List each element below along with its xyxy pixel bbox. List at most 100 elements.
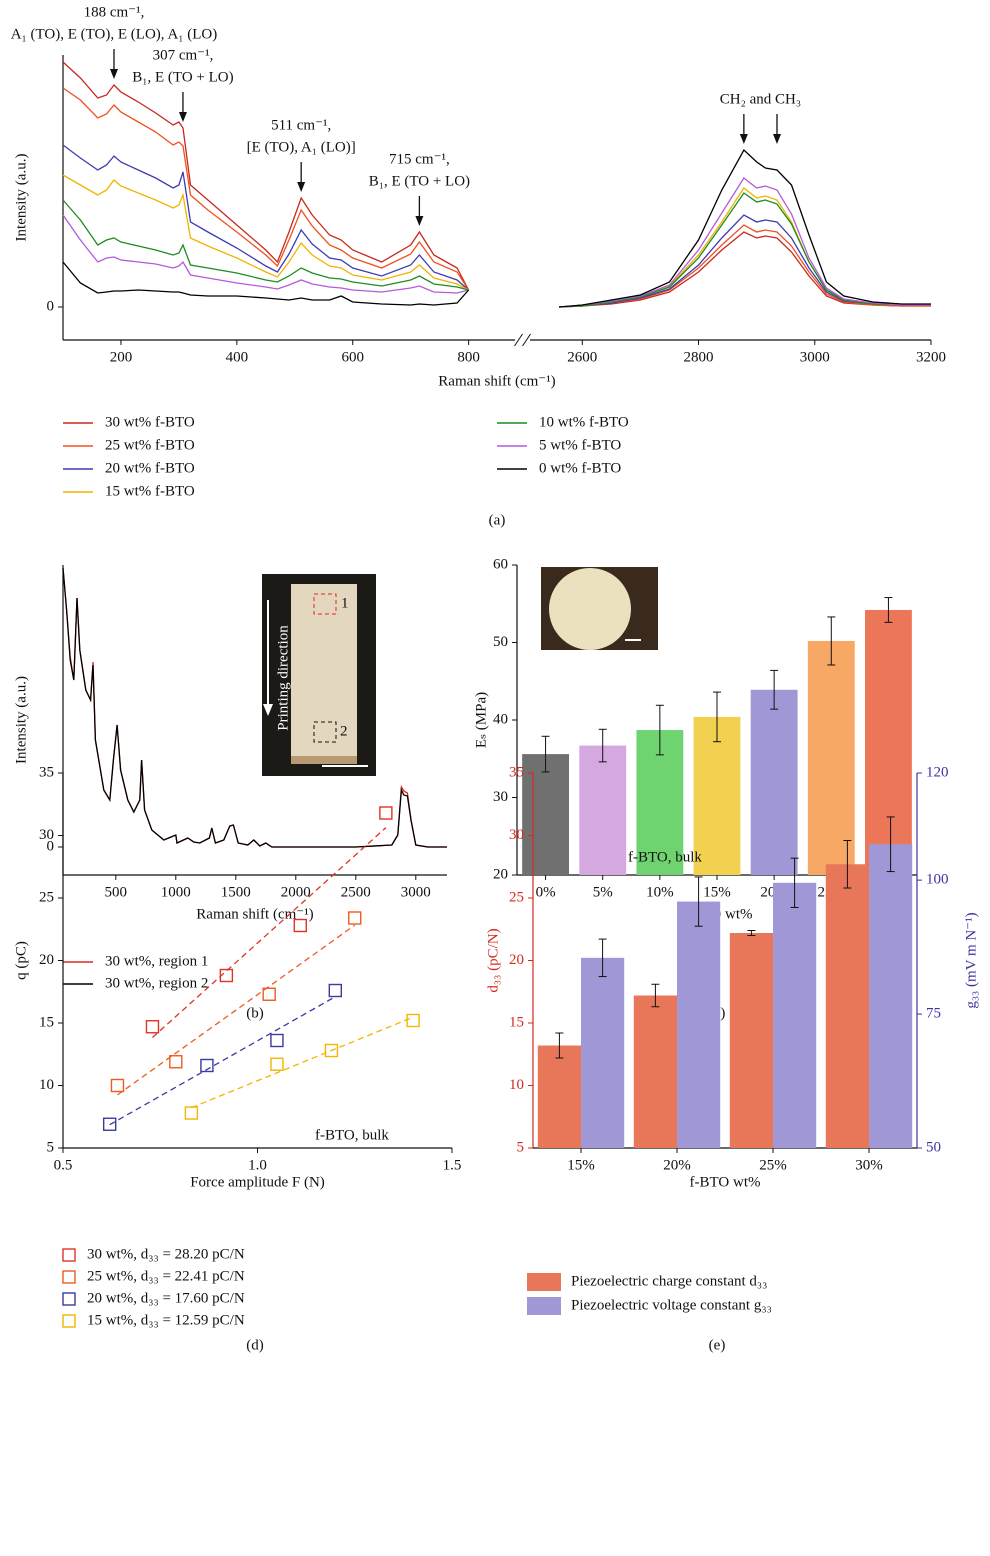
direction-label: Printing direction — [275, 625, 291, 731]
bar — [537, 1045, 581, 1148]
direction-arrowhead — [263, 704, 273, 716]
scatter-point — [102, 1117, 117, 1131]
bar — [693, 716, 741, 875]
y-axis-label: Intensity (a.u.) — [13, 676, 29, 764]
y-tick-label: 50 — [926, 1139, 941, 1155]
annotation-arrowhead — [772, 134, 781, 144]
x-tick-label: 15% — [567, 1157, 595, 1173]
spectrum-line — [62, 87, 931, 308]
legend-label: 5 wt% f-BTO — [539, 437, 621, 453]
annotation-arrowhead — [297, 182, 306, 192]
x-tick-label: 20% — [663, 1157, 691, 1173]
sample — [291, 584, 357, 760]
legend-label: 20 wt% f-BTO — [105, 460, 195, 476]
x-tick-label: 15% — [703, 884, 731, 900]
y-axis-label: d₃₃ (pC/N) — [485, 928, 501, 992]
scatter-point — [110, 1078, 125, 1093]
axis-break — [514, 333, 523, 347]
x-tick-label: 1.5 — [443, 1157, 462, 1173]
y-tick-label: 15 — [39, 1014, 54, 1030]
y-tick-label: 5 — [517, 1139, 525, 1155]
annotation-arrowhead — [739, 134, 748, 144]
x-tick-label: 800 — [457, 349, 480, 365]
annotation-arrowhead — [415, 216, 424, 226]
annotation-text: B₁, E (TO + LO) — [369, 173, 470, 189]
y-tick-label: 100 — [926, 872, 949, 888]
x-tick-label: 3200 — [916, 349, 946, 365]
panel-caption: (a) — [489, 512, 506, 528]
x-tick-label: 30% — [855, 1157, 883, 1173]
bar — [825, 864, 869, 1148]
x-tick-label: 0.5 — [54, 1157, 73, 1173]
legend-swatch — [527, 1297, 561, 1315]
scatter-point — [406, 1013, 420, 1028]
annotation-text: CH₂ and CH₃ — [720, 91, 801, 107]
fit-line — [109, 996, 336, 1126]
y-tick-label: 35 — [39, 764, 54, 780]
bar — [869, 844, 913, 1148]
spectrum-line — [62, 148, 931, 308]
legend-label: 10 wt% f-BTO — [539, 414, 629, 430]
y-tick-label: 20 — [39, 952, 54, 968]
annotation-text: 715 cm⁻¹, — [389, 151, 450, 167]
legend-label: Piezoelectric charge constant d₃₃ — [571, 1273, 767, 1289]
scatter-point — [270, 1033, 284, 1048]
y-tick-label: 25 — [509, 889, 524, 905]
scatter-point — [145, 1020, 160, 1034]
x-tick-label: 2600 — [567, 349, 597, 365]
bar — [750, 689, 798, 875]
spectrum-line — [62, 177, 931, 308]
scatter-point — [348, 911, 362, 925]
legend-swatch — [62, 1292, 76, 1306]
annotation-text: 511 cm⁻¹, — [271, 117, 331, 133]
scatter-point — [184, 1106, 199, 1120]
x-tick-label: 500 — [105, 884, 128, 900]
scatter-point — [169, 1055, 183, 1069]
x-tick-label: 5% — [593, 884, 613, 900]
y-tick-label: 5 — [47, 1139, 55, 1155]
legend-label: 30 wt% f-BTO — [105, 414, 195, 430]
annotation-text: 188 cm⁻¹, — [84, 4, 145, 20]
spectrum-line — [62, 192, 931, 308]
region-box — [313, 593, 337, 615]
legend-label: 20 wt%, d₃₃ = 17.60 pC/N — [87, 1290, 245, 1306]
legend-swatch — [62, 1270, 76, 1284]
y-tick-label: 30 — [39, 827, 54, 843]
x-tick-label: 2800 — [684, 349, 714, 365]
legend-swatch — [527, 1273, 561, 1291]
bar — [581, 957, 625, 1148]
annotation-text: B₁, E (TO + LO) — [132, 69, 233, 85]
legend-swatch — [62, 1314, 76, 1328]
legend-label: 0 wt% f-BTO — [539, 460, 621, 476]
panel-caption: (d) — [246, 1337, 264, 1353]
bar — [522, 754, 569, 875]
fit-line — [152, 827, 387, 1038]
legend-label: 30 wt%, region 2 — [105, 975, 208, 991]
x-axis-label: Raman shift (cm⁻¹) — [196, 906, 313, 922]
scatter-point — [328, 983, 342, 998]
annotation-arrowhead — [109, 69, 118, 79]
y-tick-label: 10 — [39, 1077, 54, 1093]
annotation: f-BTO, bulk — [628, 849, 702, 865]
y-tick-label: 30 — [509, 827, 524, 843]
spectrum-line — [62, 61, 931, 308]
y-tick-label: 75 — [926, 1006, 941, 1022]
y-tick-label: 40 — [493, 711, 508, 727]
inset-photo-b: 1 2 Printing direction — [262, 574, 376, 776]
x-tick-label: 0% — [536, 884, 556, 900]
y-tick-label: 10 — [509, 1077, 524, 1093]
legend-label: 15 wt% f-BTO — [105, 483, 195, 499]
scatter-point — [200, 1058, 214, 1073]
y2-axis-label: g₃₃ (mV m N⁻¹) — [963, 912, 979, 1008]
legend-label: 30 wt%, d₃₃ = 28.20 pC/N — [87, 1246, 245, 1262]
scatter-point — [379, 806, 393, 820]
sample-disc — [549, 568, 631, 650]
scatter-point — [293, 918, 307, 933]
spectrum-line — [62, 567, 447, 848]
y-tick-label: 20 — [509, 952, 524, 968]
panel-caption: (b) — [246, 1005, 264, 1021]
x-axis-label: Force amplitude F (N) — [190, 1174, 325, 1190]
scatter-point — [324, 1043, 339, 1058]
annotation-text: A₁ (TO), E (TO), E (LO), A₁ (LO) — [11, 26, 218, 42]
